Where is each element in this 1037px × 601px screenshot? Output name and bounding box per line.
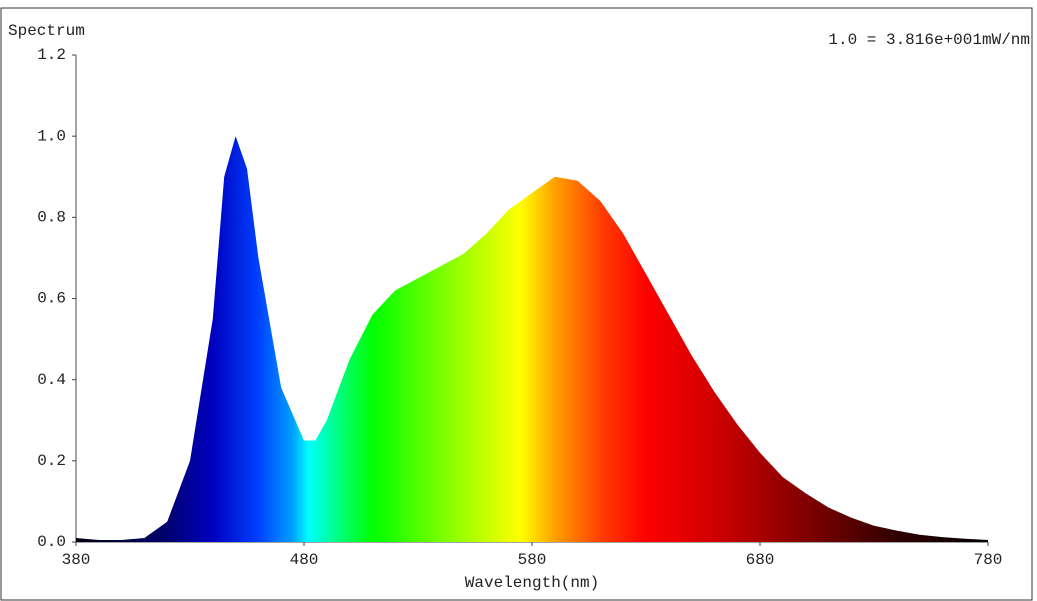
frame bbox=[0, 7, 1033, 601]
y-tick-label: 0.8 bbox=[37, 209, 66, 227]
x-tick-label: 580 bbox=[518, 551, 547, 569]
y-tick-label: 0.2 bbox=[37, 452, 66, 470]
x-axis-label: Wavelength(nm) bbox=[465, 574, 599, 592]
x-tick-label: 480 bbox=[290, 551, 319, 569]
y-tick-label: 1.0 bbox=[37, 127, 66, 145]
chart-title: Spectrum bbox=[8, 22, 85, 40]
y-tick-label: 1.2 bbox=[37, 46, 66, 64]
y-tick-label: 0.6 bbox=[37, 290, 66, 308]
spectrum-area bbox=[76, 136, 988, 542]
x-tick-label: 780 bbox=[974, 551, 1003, 569]
x-tick-label: 680 bbox=[746, 551, 775, 569]
annotation: 1.0 = 3.816e+001mW/nm bbox=[828, 31, 1030, 49]
x-tick-label: 380 bbox=[62, 551, 91, 569]
y-tick-label: 0.4 bbox=[37, 371, 66, 389]
y-tick-label: 0.0 bbox=[37, 533, 66, 551]
